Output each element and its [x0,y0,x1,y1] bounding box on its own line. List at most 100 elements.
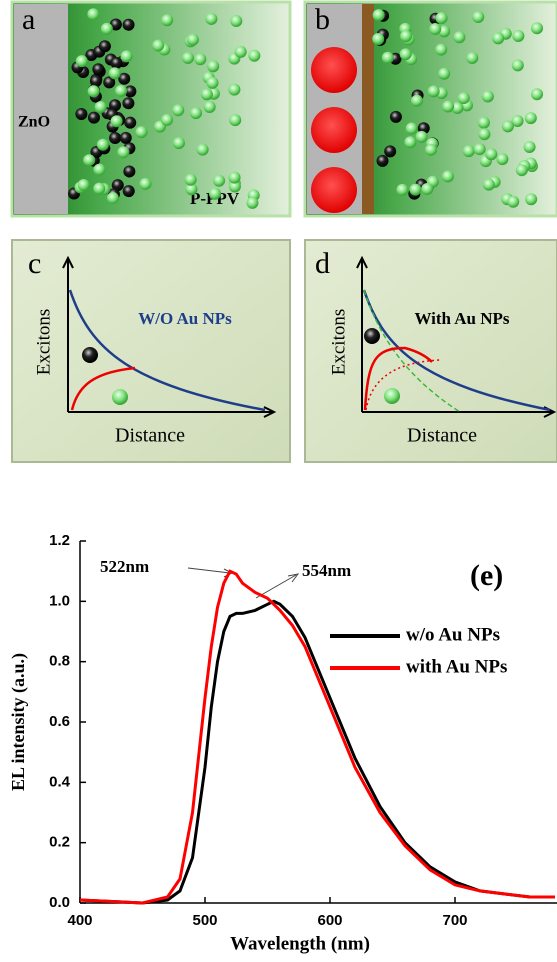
exciton [458,92,470,104]
exciton [406,122,418,134]
interface [362,4,374,214]
exciton [112,389,128,405]
exciton [187,34,199,46]
exciton [482,90,494,102]
exciton [512,30,524,42]
particle [124,117,136,129]
panel-c: c Excitons Distance W/O Au NPs [12,240,290,462]
exciton [483,179,495,191]
exciton [88,85,100,97]
annotation: (e) [470,559,503,592]
exciton [512,59,524,71]
exciton [205,13,217,25]
exciton [372,33,384,45]
exciton [429,23,441,35]
exciton [400,30,412,42]
panel-letter: c [28,247,41,280]
exciton [436,12,448,24]
exciton [525,112,537,124]
exciton [507,196,519,208]
exciton [516,164,528,176]
exciton [87,8,99,20]
series-line [80,601,555,903]
figure: a ZnO P-PPV b c Excitons Distance W/O Au… [0,0,557,962]
exciton [442,101,454,113]
axis-label: Distance [407,425,477,447]
particle [390,111,402,123]
particle [99,40,111,52]
exciton [404,136,416,148]
axis-label: Excitons [328,309,349,376]
particle [377,155,389,167]
au-np [311,167,357,213]
exciton [496,153,508,165]
exciton [97,139,109,151]
exciton [531,22,543,34]
panel-letter: a [22,3,35,36]
annotation: 522nm [100,557,149,576]
x-tick-label: 400 [67,912,92,929]
panel-b: b [305,2,557,216]
exciton [197,144,209,156]
exciton [172,104,184,116]
x-axis-label: Wavelength (nm) [230,933,370,954]
exciton [442,170,454,182]
exciton [478,128,490,140]
exciton [213,175,225,187]
exciton [229,172,241,184]
series-line [80,571,555,903]
legend-label: w/o Au NPs [406,624,500,645]
panel-d: d Excitons Distance With Au NPs [305,240,557,462]
particle [364,328,380,344]
exciton [101,23,113,35]
exciton [204,101,216,113]
exciton [109,67,121,79]
exciton [409,184,421,196]
exciton [136,126,148,138]
exciton [524,141,536,153]
exciton [207,60,219,72]
exciton [400,48,412,60]
exciton [115,85,127,97]
particle [110,57,122,69]
panel-letter: d [315,247,330,280]
axis-label: Distance [115,425,185,447]
exciton [161,14,173,26]
x-tick-label: 700 [442,912,467,929]
exciton [416,131,428,143]
exciton [173,137,185,149]
particle [92,63,104,75]
legend-label: with Au NPs [406,656,507,677]
exciton [194,53,206,65]
y-axis-label: EL intensity (a.u.) [8,653,29,791]
exciton [382,52,394,64]
exciton [438,68,450,80]
exciton [117,146,129,158]
exciton [139,178,151,190]
exciton [152,40,164,52]
x-tick-label: 600 [317,912,342,929]
particle [75,108,87,120]
exciton [201,88,213,100]
particle [120,132,132,144]
annotation: 554nm [302,561,351,580]
y-tick-label: 0.2 [49,834,70,851]
exciton [425,144,437,156]
exciton [161,114,173,126]
particle [123,165,135,177]
caption: W/O Au NPs [138,309,232,328]
arrow [188,568,232,577]
exciton [384,388,400,404]
exciton [531,88,543,100]
exciton [466,52,478,64]
exciton [463,145,475,157]
chart: EL intensity (a.u.) Wavelength (nm) 522n… [8,532,557,954]
exciton [230,15,242,27]
axis-label: Excitons [33,309,54,376]
exciton [93,183,105,195]
particle [123,19,135,31]
exciton [76,55,88,67]
exciton [209,188,221,200]
exciton [428,85,440,97]
exciton [182,52,194,64]
